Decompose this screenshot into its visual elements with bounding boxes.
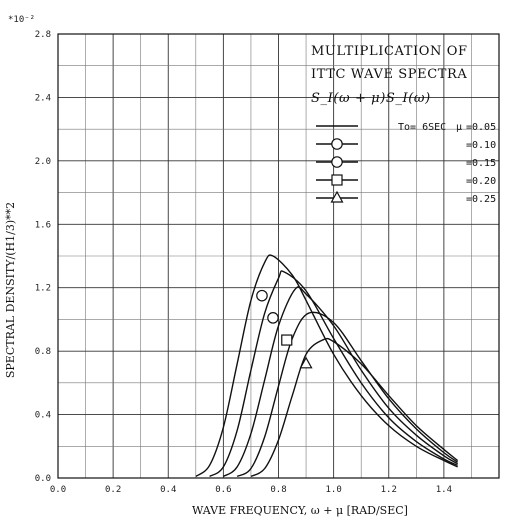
legend-label: =0.25 (466, 194, 496, 205)
y-tick-label: 1.6 (35, 220, 51, 230)
series-line-5 (250, 337, 459, 478)
legend: To= 6SEC μ =0.05 =0.10 =0.15 =0.20 =0.25 (316, 122, 496, 205)
legend-entry: =0.05 (316, 122, 496, 133)
x-tick-label: 1.0 (325, 485, 341, 495)
y-tick-label: 1.2 (35, 284, 51, 294)
y-tick-label: 0.4 (35, 411, 51, 421)
grid (58, 34, 499, 478)
y-multiplier: *10⁻² (8, 15, 35, 25)
legend-entry: =0.10 (316, 138, 496, 151)
x-tick-label: 0.4 (160, 485, 176, 495)
title-formula: S_I(ω + μ)S_I(ω) (311, 91, 431, 106)
series-line-1 (195, 254, 458, 478)
series-line-2 (209, 270, 458, 478)
legend-marker-circle (331, 138, 343, 150)
x-tick-label: 0.8 (270, 485, 286, 495)
series-curves (195, 254, 459, 478)
legend-label: =0.05 (466, 122, 496, 133)
legend-entry: =0.20 (316, 174, 496, 187)
title-line-2: ITTC WAVE SPECTRA (311, 67, 467, 82)
curve-marker-circle (267, 312, 279, 324)
x-tick-label: 1.2 (381, 485, 397, 495)
y-tick-label: 2.8 (35, 30, 51, 40)
legend-marker-square (331, 174, 343, 186)
curve-marker-triangle (299, 356, 313, 369)
x-tick-label: 0.0 (50, 485, 66, 495)
curve-marker-circle (256, 289, 268, 302)
y-tick-label: 2.4 (35, 93, 51, 103)
x-axis-label: WAVE FREQUENCY, ω + μ [RAD/SEC] (192, 504, 408, 517)
legend-entry: =0.25 (316, 190, 496, 205)
x-tick-label: 1.4 (436, 485, 452, 495)
plot-frame (57, 33, 500, 479)
series-line-4 (236, 311, 459, 478)
legend-label: =0.20 (466, 176, 496, 187)
legend-entry: =0.15 (316, 156, 496, 169)
legend-mu: μ (456, 122, 462, 133)
tick-labels: 0.0 0.2 0.4 0.6 0.8 1.0 1.2 1.4 0.0 0.4 0.8 1.2 1.6 2… (35, 30, 452, 495)
y-tick-label: 2.0 (35, 157, 51, 167)
y-tick-label: 0.8 (35, 347, 51, 357)
legend-label: =0.15 (466, 158, 496, 169)
legend-marker-triangle (330, 190, 344, 203)
legend-prefix: To= 6SEC (398, 122, 446, 133)
chart-title: MULTIPLICATION OF ITTC WAVE SPECTRA S_I(… (311, 44, 468, 106)
legend-marker-circle (331, 156, 343, 168)
title-line-1: MULTIPLICATION OF (311, 44, 468, 59)
legend-label: =0.10 (466, 140, 496, 151)
series-line-3 (222, 286, 459, 478)
x-tick-label: 0.6 (215, 485, 231, 495)
x-tick-label: 0.2 (105, 485, 121, 495)
y-axis-label: SPECTRAL DENSITY/(H1/3)**2 (4, 202, 17, 378)
y-tick-label: 0.0 (35, 474, 51, 484)
curve-marker-square (281, 334, 293, 346)
curve-markers (256, 289, 313, 369)
